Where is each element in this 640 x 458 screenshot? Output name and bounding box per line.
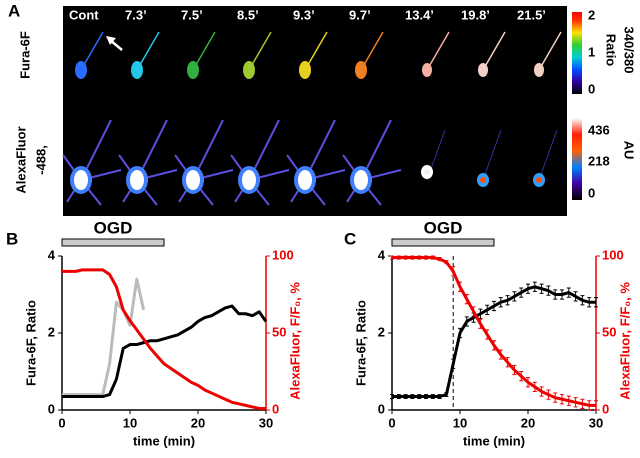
y2-tick-label: 0: [602, 401, 609, 416]
x-tick-label: 20: [521, 415, 535, 430]
y2-tick-label: 100: [602, 247, 624, 262]
y-axis-label: Fura-6F, Ratio: [353, 300, 368, 386]
y2-tick-label: 50: [272, 324, 286, 339]
neurite: [482, 129, 502, 181]
panel-label: C: [344, 229, 356, 248]
cell: [74, 170, 88, 190]
cell: [478, 63, 488, 77]
x-axis-label: time (min): [133, 433, 195, 448]
cell-core: [480, 177, 486, 183]
x-tick-label: 0: [58, 415, 65, 430]
y2-axis-label: AlexaFluor, F/F₀, %: [287, 282, 302, 400]
y-tick-label: 4: [48, 247, 56, 262]
cell: [299, 61, 311, 79]
neurite: [426, 31, 450, 71]
row-label: AlexaFluor: [13, 126, 28, 193]
colorbar-unit: AU: [622, 141, 637, 160]
colorbar-unit: Ratio: [604, 34, 619, 67]
y2-axis-label: AlexaFluor, F/F₀, %: [617, 282, 632, 400]
row-label: -488,: [33, 145, 48, 175]
series-line: [392, 256, 596, 407]
panel-label: B: [6, 229, 18, 248]
time-label: 19.8’: [461, 7, 490, 22]
colorbar: [572, 118, 582, 200]
cell: [186, 170, 200, 190]
time-label: 9.3’: [293, 7, 315, 22]
colorbar-tick: 218: [588, 153, 610, 168]
y-tick-label: 0: [378, 401, 385, 416]
ogd-bar: [61, 238, 165, 247]
colorbar-tick: 436: [588, 122, 610, 137]
time-label: Cont: [69, 7, 99, 22]
cell-core: [424, 169, 430, 175]
cell: [534, 63, 544, 77]
time-label: 7.3’: [125, 7, 147, 22]
y-tick-label: 0: [48, 401, 55, 416]
y-tick-label: 4: [378, 247, 386, 262]
y2-tick-label: 100: [272, 247, 294, 262]
cell: [354, 170, 368, 190]
cell: [75, 61, 87, 79]
x-tick-label: 0: [388, 415, 395, 430]
time-label: 13.4’: [405, 7, 434, 22]
row-label: Fura-6F: [17, 31, 32, 79]
colorbar-tick: 0: [588, 81, 595, 96]
ogd-bar: [391, 238, 495, 247]
x-tick-label: 10: [453, 415, 467, 430]
cell-core: [536, 177, 542, 183]
cell: [422, 63, 432, 77]
cell: [130, 170, 144, 190]
colorbar-tick: 0: [588, 185, 595, 200]
time-label: 8.5’: [237, 7, 259, 22]
colorbar-tick: 2: [588, 7, 595, 22]
x-tick-label: 30: [589, 415, 603, 430]
arrow-head: [106, 36, 116, 45]
series-line: [62, 304, 268, 399]
x-tick-label: 20: [191, 415, 205, 430]
neurite: [538, 31, 562, 71]
cell: [355, 61, 367, 79]
time-label: 7.5’: [181, 7, 203, 22]
panel-label: A: [8, 1, 20, 20]
ogd-label: OGD: [94, 218, 133, 237]
colorbar: [572, 12, 582, 94]
time-label: 9.7’: [349, 7, 371, 22]
cell: [242, 170, 256, 190]
x-tick-label: 10: [123, 415, 137, 430]
neurite: [538, 129, 558, 181]
y-tick-label: 2: [48, 324, 55, 339]
x-tick-label: 30: [259, 415, 273, 430]
y2-tick-label: 50: [602, 324, 616, 339]
series-line: [62, 268, 266, 410]
y2-tick-label: 0: [272, 401, 279, 416]
ogd-label: OGD: [424, 218, 463, 237]
neurite: [482, 31, 506, 71]
y-tick-label: 2: [378, 324, 385, 339]
time-label: 21.5’: [517, 7, 546, 22]
colorbar-title: 340/380: [622, 27, 637, 74]
y-axis-label: Fura-6F, Ratio: [23, 300, 38, 386]
cell: [243, 61, 255, 79]
series-line: [392, 285, 596, 399]
x-axis-label: time (min): [463, 433, 525, 448]
cell: [131, 61, 143, 79]
cell: [187, 61, 199, 79]
colorbar-tick: 1: [588, 44, 595, 59]
series-line: [62, 277, 146, 397]
cell: [298, 170, 312, 190]
